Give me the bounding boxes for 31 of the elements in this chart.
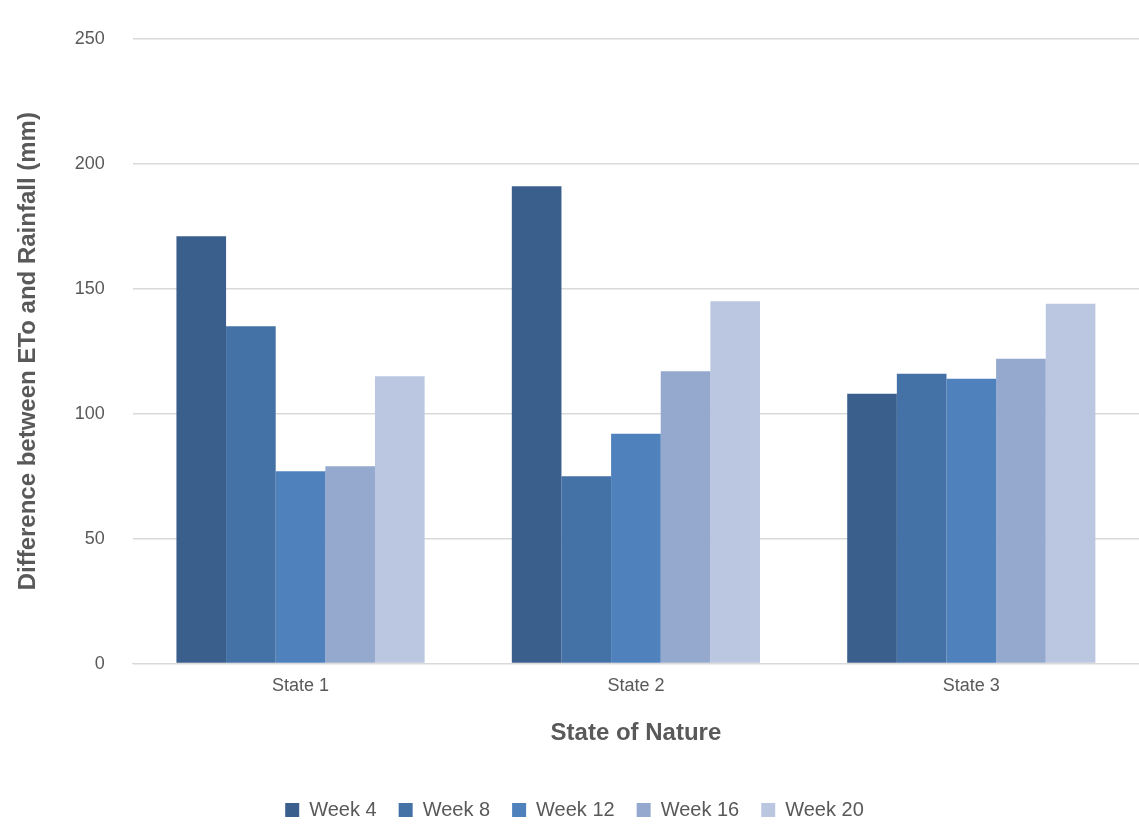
bar: [511, 186, 562, 663]
x-tick-label: State 3: [942, 675, 1000, 696]
bar: [176, 236, 227, 663]
bar: [611, 433, 661, 663]
x-tick-label: State 1: [272, 675, 330, 696]
bar: [325, 466, 375, 663]
bar: [847, 393, 897, 663]
legend-label: Week 8: [422, 797, 491, 820]
bar: [996, 358, 1046, 663]
legend-label: Week 20: [785, 797, 864, 820]
bar: [946, 378, 997, 663]
legend-label: Week 4: [309, 797, 377, 820]
y-tick-label: 50: [84, 527, 105, 548]
x-axis-title: State of Nature: [550, 718, 722, 746]
y-tick-label: 150: [74, 277, 105, 298]
y-tick-label: 250: [74, 27, 105, 48]
bar: [710, 301, 761, 663]
bar: [660, 371, 711, 663]
bar: [275, 471, 326, 663]
bar: [226, 326, 276, 663]
x-tick-label: State 2: [607, 675, 665, 696]
y-axis-title: Difference between ETo and Rainfall (mm): [13, 112, 41, 591]
bar: [896, 373, 947, 663]
legend-label: Week 12: [536, 797, 615, 820]
legend-label: Week 16: [660, 797, 740, 820]
bar: [1045, 303, 1096, 663]
y-tick-label: 200: [74, 152, 105, 173]
bar: [561, 476, 612, 663]
bar: [374, 376, 425, 663]
y-tick-label: 100: [74, 402, 105, 423]
y-tick-label: 0: [94, 652, 105, 673]
